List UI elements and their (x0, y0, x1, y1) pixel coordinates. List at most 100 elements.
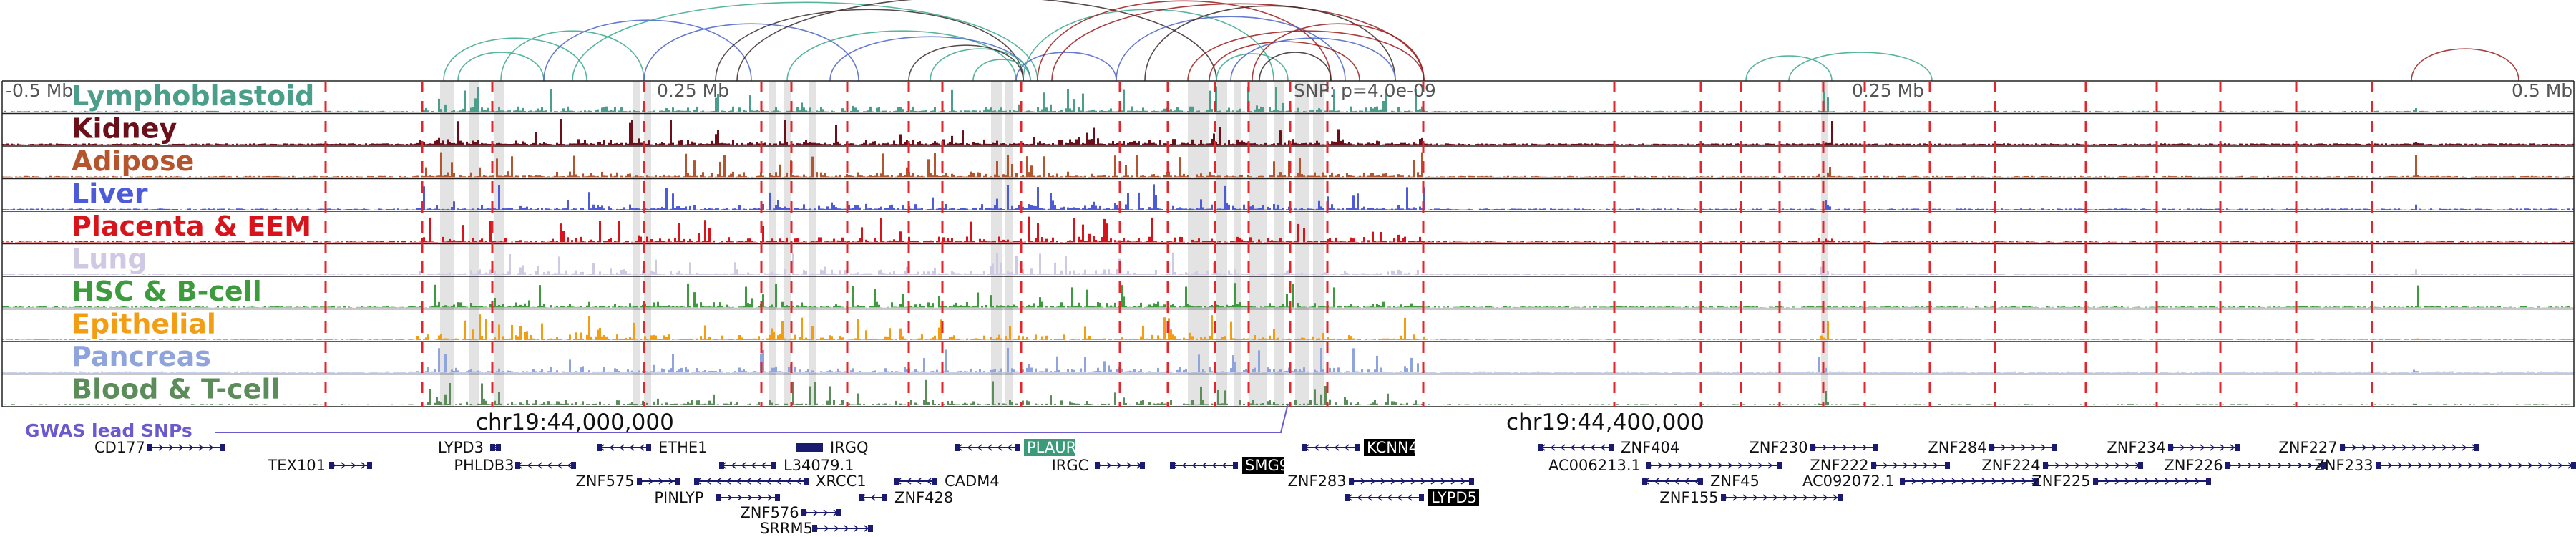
exon-block (1945, 462, 1950, 469)
exon-block (2340, 444, 2345, 451)
gene-ac006213-1[interactable]: AC006213.1 (1548, 457, 1782, 474)
strand-chevron (2175, 478, 2180, 485)
strand-chevron (2001, 444, 2006, 451)
strand-chevron (2381, 444, 2387, 451)
strand-chevron (1893, 462, 1898, 469)
strand-chevron (1903, 462, 1908, 469)
loop-arc (1187, 30, 1425, 82)
exon-block (1609, 444, 1614, 451)
gwas-snp-connector (215, 403, 1289, 433)
signal-tracks (1, 80, 2575, 407)
strand-chevron (2507, 462, 2513, 469)
strand-chevron (977, 444, 982, 451)
gene-irgc[interactable]: IRGC (1052, 457, 1145, 474)
loop-arc (715, 9, 1024, 82)
gene-znf45[interactable]: ZNF45 (1642, 473, 1760, 490)
gene-ac092072-1[interactable]: AC092072.1 (1802, 473, 2039, 490)
gene-label: ZNF224 (1981, 457, 2040, 474)
strand-chevron (1752, 494, 1758, 501)
strand-chevron (2200, 444, 2205, 451)
strand-chevron (639, 444, 645, 451)
strand-chevron (1842, 444, 1848, 451)
strand-chevron (1334, 444, 1340, 451)
gene-cadm4[interactable]: CADM4 (894, 473, 1000, 490)
gene-irgq[interactable]: IRGQ (796, 439, 869, 456)
gene-znf233[interactable]: ZNF233 (2314, 457, 2576, 474)
gene-label: ZNF234 (2107, 439, 2165, 456)
gene-smg9[interactable]: SMG9 (1170, 457, 1289, 474)
gene-srrm5[interactable]: SRRM5 (760, 520, 873, 537)
exon-block (571, 462, 576, 469)
gene-znf230[interactable]: ZNF230 (1749, 439, 1878, 456)
gene-znf404[interactable]: ZNF404 (1538, 439, 1679, 456)
track-label-4: Liver (72, 178, 148, 210)
strand-chevron (2124, 478, 2130, 485)
gene-znf226[interactable]: ZNF226 (2164, 457, 2326, 474)
loop-arc (736, 0, 1217, 82)
gene-znf155[interactable]: ZNF155 (1659, 489, 1843, 506)
strand-chevron (823, 509, 829, 516)
gene-lypd5[interactable]: LYPD5 (1345, 489, 1479, 506)
strand-chevron (2064, 462, 2070, 469)
strand-chevron (1357, 494, 1362, 501)
strand-chevron (767, 494, 773, 501)
exon-block (1646, 462, 1651, 469)
strand-chevron (747, 494, 753, 501)
track-label-1: Lymphoblastoid (72, 80, 314, 112)
strand-chevron (557, 462, 562, 469)
gene-plaur[interactable]: PLAUR (955, 439, 1076, 456)
exon-block (515, 462, 520, 469)
strand-chevron (967, 444, 972, 451)
exon-block (646, 444, 651, 451)
loop-arc (829, 36, 1031, 82)
strand-chevron (1737, 462, 1743, 469)
strand-chevron (158, 444, 164, 451)
gene-znf234[interactable]: ZNF234 (2107, 439, 2240, 456)
strand-chevron (2031, 444, 2036, 451)
gene-znf222[interactable]: ZNF222 (1810, 457, 1950, 474)
strand-chevron (208, 444, 214, 451)
strand-chevron (2277, 462, 2283, 469)
gene-znf227[interactable]: ZNF227 (2278, 439, 2479, 456)
gene-lypd3[interactable]: LYPD3 (438, 439, 501, 456)
gene-cd177[interactable]: CD177 (94, 439, 225, 456)
strand-chevron (1697, 462, 1703, 469)
strand-chevron (1377, 494, 1382, 501)
strand-chevron (1201, 462, 1207, 469)
gene-tex101[interactable]: TEX101 (267, 457, 372, 474)
strand-chevron (736, 478, 741, 485)
exon-block (329, 462, 334, 469)
exon-block (882, 494, 887, 501)
dashed-guide-lines (324, 81, 2373, 407)
exon-block (796, 443, 823, 452)
gene-znf224[interactable]: ZNF224 (1981, 457, 2143, 474)
gene-znf284[interactable]: ZNF284 (1928, 439, 2057, 456)
gene-znf576[interactable]: ZNF576 (740, 504, 841, 521)
strand-chevron (2114, 478, 2120, 485)
gene-label: LYPD5 (1431, 489, 1477, 506)
gene-phldb3[interactable]: PHLDB3 (454, 457, 576, 474)
gene-znf428[interactable]: ZNF428 (859, 489, 953, 506)
exon-block (675, 478, 680, 485)
strand-chevron (1727, 462, 1733, 469)
gene-kcnn4[interactable]: KCNN4 (1302, 439, 1418, 456)
strand-chevron (761, 462, 766, 469)
gene-znf575[interactable]: ZNF575 (575, 473, 680, 490)
gene-xrcc1[interactable]: XRCC1 (694, 473, 867, 490)
gene-l34079-1[interactable]: L34079.1 (719, 457, 854, 474)
gene-label: SRRM5 (760, 520, 813, 537)
strand-chevron (341, 462, 346, 469)
gene-znf283[interactable]: ZNF283 (1287, 473, 1474, 490)
strand-chevron (1862, 444, 1868, 451)
strand-chevron (361, 462, 366, 469)
gene-ethe1[interactable]: ETHE1 (597, 439, 708, 456)
strand-chevron (906, 478, 912, 485)
loop-arc (1230, 37, 1396, 82)
strand-chevron (1732, 494, 1738, 501)
strand-chevron (2457, 462, 2463, 469)
strand-chevron (1707, 462, 1713, 469)
gene-label: LYPD3 (438, 439, 484, 456)
gene-pinlyp[interactable]: PINLYP (654, 489, 780, 506)
strand-chevron (1600, 444, 1606, 451)
gene-znf225[interactable]: ZNF225 (2031, 473, 2211, 490)
